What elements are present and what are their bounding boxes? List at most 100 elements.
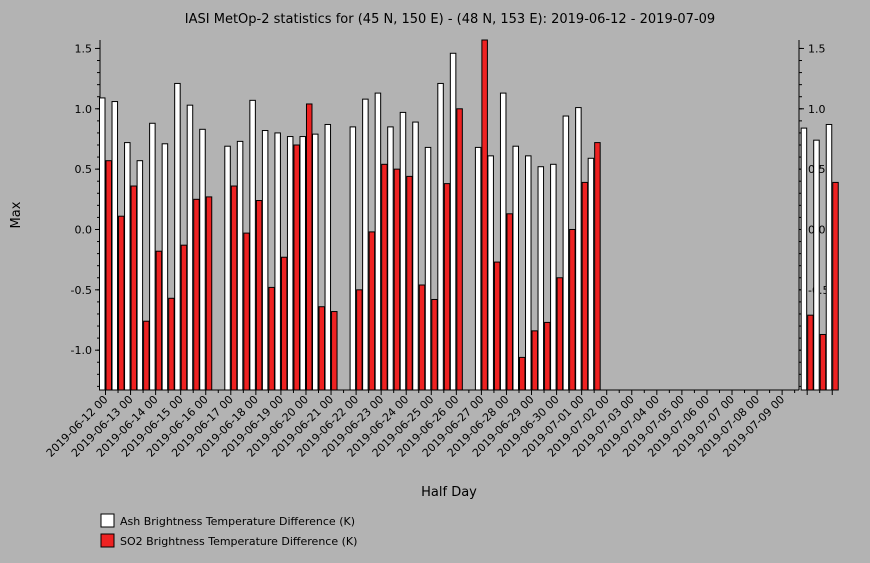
bar-ash xyxy=(161,143,169,391)
bar-so2 xyxy=(819,333,827,391)
y-tick-label-left: 0.5 xyxy=(75,163,93,176)
y-axis-label: Max xyxy=(9,201,24,228)
y-tick-label-right: 1.5 xyxy=(808,42,826,55)
bar-ash xyxy=(324,123,332,391)
bar-ash xyxy=(261,130,269,391)
bar-ash xyxy=(199,128,206,391)
bar-so2 xyxy=(481,39,488,391)
bar-so2 xyxy=(456,108,463,391)
bar-so2 xyxy=(381,163,388,391)
bar-ash xyxy=(813,139,820,391)
x-axis-label: Half Day xyxy=(421,485,477,500)
bar-so2 xyxy=(318,306,326,391)
bar-ash xyxy=(575,107,582,391)
bar-ash xyxy=(249,99,256,391)
bar-so2 xyxy=(807,314,814,391)
bar-so2 xyxy=(518,356,526,391)
bar-ash xyxy=(424,146,432,391)
bar-so2 xyxy=(356,289,363,391)
bar-so2 xyxy=(280,256,288,391)
chart-title: IASI MetOp-2 statistics for (45 N, 150 E… xyxy=(185,12,715,27)
bar-ash xyxy=(362,98,369,391)
bar-ash xyxy=(174,82,181,391)
bar-ash xyxy=(525,155,532,391)
legend-swatch-ash xyxy=(100,513,115,528)
bar-so2 xyxy=(293,144,300,391)
bar-so2 xyxy=(581,181,589,391)
bar-ash xyxy=(449,52,457,391)
legend-label-ash: Ash Brightness Temperature Difference (K… xyxy=(120,515,355,528)
bar-ash xyxy=(149,122,156,391)
bar-so2 xyxy=(368,231,376,391)
bar-ash xyxy=(99,97,106,391)
bar-ash xyxy=(562,115,570,391)
y-tick-label-left: 1.0 xyxy=(75,103,93,116)
bar-so2 xyxy=(493,261,501,391)
bar-ash xyxy=(437,82,444,391)
bar-so2 xyxy=(393,168,401,391)
y-tick-label-left: -0.5 xyxy=(71,284,92,297)
bar-ash xyxy=(299,136,306,391)
bar-ash xyxy=(111,101,119,391)
bar-ash xyxy=(474,146,482,391)
bar-so2 xyxy=(406,175,413,391)
bar-so2 xyxy=(168,297,175,391)
legend-label-so2: SO2 Brightness Temperature Difference (K… xyxy=(120,535,357,548)
bar-so2 xyxy=(531,330,539,391)
bar-so2 xyxy=(130,185,138,391)
bar-so2 xyxy=(268,286,275,391)
bar-ash xyxy=(800,127,808,391)
bar-so2 xyxy=(305,103,313,391)
bar-so2 xyxy=(569,228,576,391)
bar-ash xyxy=(412,121,419,391)
bar-so2 xyxy=(205,196,213,391)
bar-ash xyxy=(349,126,357,391)
bar-so2 xyxy=(594,142,601,391)
bar-so2 xyxy=(556,277,564,391)
bar-so2 xyxy=(118,215,125,391)
legend-swatch-so2 xyxy=(100,533,115,548)
bar-so2 xyxy=(418,284,426,391)
bar-ash xyxy=(124,142,131,391)
bar-so2 xyxy=(243,232,250,391)
bar-so2 xyxy=(443,183,451,391)
bar-so2 xyxy=(180,244,188,391)
y-tick-label-left: 0.0 xyxy=(75,223,93,236)
bar-ash xyxy=(274,132,281,391)
bar-so2 xyxy=(506,213,513,391)
y-tick-label-right: 1.0 xyxy=(808,103,826,116)
bar-so2 xyxy=(105,160,112,391)
bar-ash xyxy=(286,136,294,391)
bar-so2 xyxy=(155,250,163,391)
bar-ash xyxy=(387,126,394,391)
bar-so2 xyxy=(143,320,150,391)
bar-so2 xyxy=(832,181,839,391)
bar-so2 xyxy=(255,200,263,391)
bar-ash xyxy=(825,123,833,391)
bar-ash xyxy=(399,111,407,391)
y-tick-label-left: -1.0 xyxy=(71,344,92,357)
bar-so2 xyxy=(193,198,200,391)
y-tick-label-left: 1.5 xyxy=(75,42,93,55)
bar-so2 xyxy=(331,311,338,391)
bar-ash xyxy=(512,145,519,391)
bar-ash xyxy=(499,92,507,391)
bar-so2 xyxy=(230,185,238,391)
bar-ash xyxy=(587,157,595,391)
bar-ash xyxy=(186,104,194,391)
bar-so2 xyxy=(544,321,551,391)
legend: Ash Brightness Temperature Difference (K… xyxy=(100,513,357,548)
bar-ash xyxy=(312,133,319,391)
bars xyxy=(99,39,839,391)
bar-so2 xyxy=(431,298,438,391)
bar-ash xyxy=(236,140,244,391)
bar-ash xyxy=(224,145,231,391)
bar-ash xyxy=(374,92,382,391)
bar-ash xyxy=(550,163,557,391)
bar-ash xyxy=(487,155,494,391)
bar-ash xyxy=(136,160,144,391)
y-axis-left: 1.5 1.0 0.5 0.0 -0.5 -1.0 xyxy=(71,42,100,357)
bar-ash xyxy=(537,166,545,391)
